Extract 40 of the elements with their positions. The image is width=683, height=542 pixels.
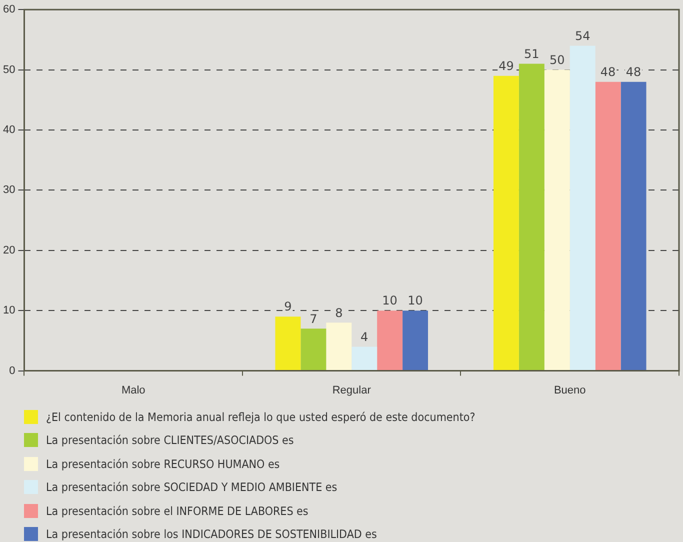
legend-label: La presentación sobre los INDICADORES DE SOSTENIBILIDAD es [46,527,377,542]
y-tick-label: 10 [2,304,16,317]
data-label: 48 [626,64,642,79]
y-tick-label: 60 [2,4,16,16]
data-label: 9 [284,300,292,314]
data-label: 50 [550,52,565,67]
y-tick-label: 40 [2,124,16,136]
y-tick-label: 20 [2,244,16,256]
bar [300,328,326,370]
data-label: 51 [524,46,540,61]
bar [402,310,428,370]
legend-label: La presentación sobre CLIENTES/ASOCIADOS es [46,433,294,448]
legend-label: La presentación sobre SOCIEDAD Y MEDIO AMBIENTE es [46,480,338,494]
data-label: 10 [408,294,423,308]
bar [595,82,621,370]
x-tick-label: Bueno [554,384,586,396]
y-tick-label: 50 [2,64,16,76]
data-label: 48 [600,64,616,79]
legend-label: La presentación sobre RECURSO HUMANO es [46,456,280,471]
data-label: 4 [360,330,368,344]
x-tick-label: Malo [121,384,146,396]
data-label: 8 [335,306,343,320]
legend-label: La presentación sobre el INFORME DE LABORES es [46,504,308,518]
y-tick-label: 0 [9,364,16,377]
x-tick-label: Regular [332,384,372,396]
data-label: 10 [382,294,398,308]
bar [620,82,646,370]
bar [544,70,570,370]
data-label: 49 [498,58,514,73]
bar [493,76,519,370]
bar [326,322,352,370]
data-label: 54 [574,28,590,43]
bar [518,64,544,370]
bar [570,46,596,370]
legend-label: ¿El contenido de la Memoria anual refleja lo que usted esperó de este documento? [46,410,476,424]
data-label: 7 [310,312,318,326]
y-tick-label: 30 [2,184,16,196]
bar [377,310,403,370]
bar [352,346,378,370]
bar [275,316,301,370]
